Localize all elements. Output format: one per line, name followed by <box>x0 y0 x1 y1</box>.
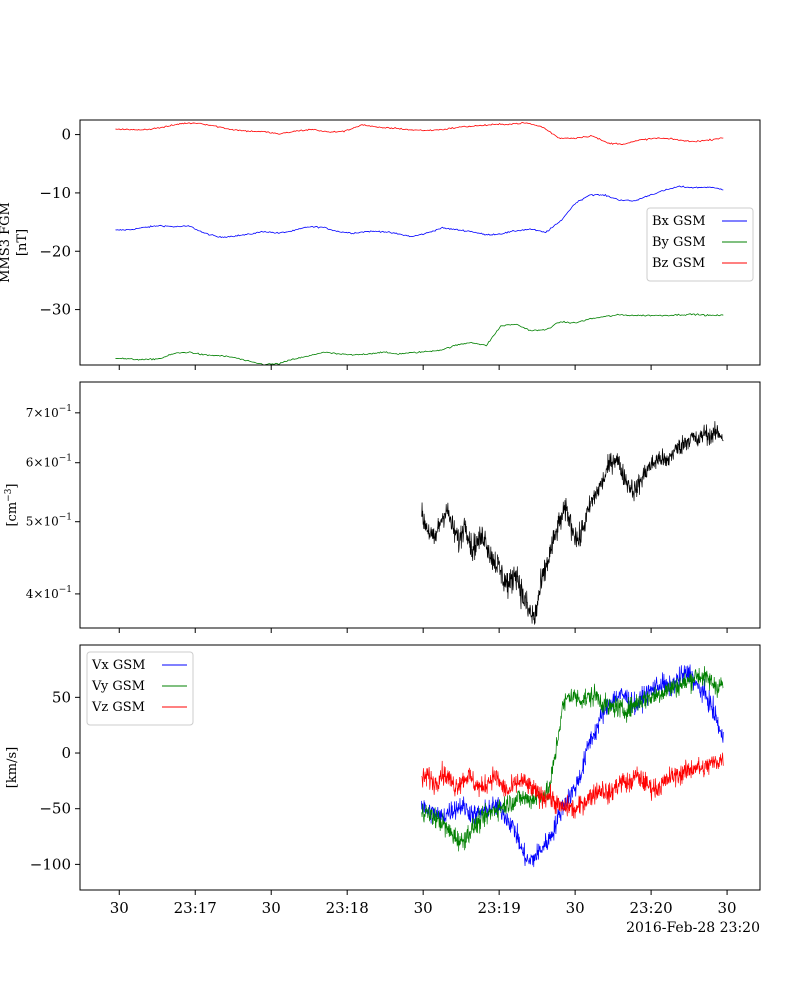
y-axis-label: [cm−3] <box>4 483 20 526</box>
x-tick-label: 23:19 <box>478 899 521 917</box>
series-line-vz-gsm <box>421 752 724 819</box>
y-axis-ticks: 0 −10 −20 −30 <box>39 126 80 319</box>
y-tick-label: −10 <box>39 184 71 202</box>
series-line-density <box>421 421 724 625</box>
x-tick-label: 23:17 <box>174 899 217 917</box>
x-tick-label: 30 <box>566 899 585 917</box>
x-tick-label: 30 <box>718 899 737 917</box>
plot-frame <box>79 644 761 891</box>
y-tick-label: −20 <box>39 242 71 260</box>
y-tick-label: 50 <box>52 688 71 706</box>
y-tick-label: −50 <box>39 800 71 818</box>
legend-label: Bx GSM <box>652 214 706 229</box>
x-tick-label: 30 <box>414 899 433 917</box>
legend-label: Vx GSM <box>91 658 145 673</box>
series-line-by-gsm <box>115 313 724 365</box>
series-line-bx-gsm <box>115 185 724 238</box>
x-axis-ticks <box>118 890 728 895</box>
legend-label: Bz GSM <box>652 256 705 271</box>
panel-velocity: 50 0 −50 −100 [km/s] Vx GSM Vy GSM Vz GSM <box>5 644 761 895</box>
series-line-vy-gsm <box>421 666 724 852</box>
y-tick-label: 6×10−1 <box>26 454 72 470</box>
series-lines <box>115 122 724 365</box>
y-axis-ticks: 4×10−1 5×10−1 6×10−1 7×10−1 <box>26 404 80 601</box>
y-axis-label: [km/s] <box>5 747 20 788</box>
x-tick-label: 23:18 <box>326 899 369 917</box>
legend-label: By GSM <box>652 235 706 250</box>
legend-label: Vz GSM <box>91 700 145 715</box>
legend-label: Vy GSM <box>91 679 145 694</box>
y-tick-label: −100 <box>30 855 71 873</box>
y-tick-label: 0 <box>61 126 71 144</box>
y-tick-label: 5×10−1 <box>26 513 72 529</box>
y-tick-label: 7×10−1 <box>26 404 72 420</box>
x-tick-label: 23:20 <box>629 899 672 917</box>
series-line-bz-gsm <box>115 122 724 145</box>
panel-density: 4×10−1 5×10−1 6×10−1 7×10−1 [cm−3] <box>4 381 761 633</box>
y-axis-ticks: 50 0 −50 −100 <box>30 688 80 873</box>
y-tick-label: 0 <box>61 744 71 762</box>
panel-magnetic-field: 0 −10 −20 −30 MMS3 FGM [nT] Bx GSM By GSM Bz … <box>0 119 761 370</box>
y-axis-label: MMS3 FGM <box>0 202 13 283</box>
x-tick-label: 30 <box>110 899 129 917</box>
plot-frame <box>79 119 761 366</box>
y-tick-label: 4×10−1 <box>26 585 72 601</box>
x-axis-ticks <box>118 628 728 633</box>
series-lines <box>421 421 724 625</box>
y-tick-label: −30 <box>39 301 71 319</box>
x-tick-label: 30 <box>262 899 281 917</box>
legend: Bx GSM By GSM Bz GSM <box>646 207 754 282</box>
x-axis-date-label: 2016-Feb-28 23:20 <box>626 920 760 936</box>
y-axis-label-unit: [nT] <box>15 229 30 256</box>
plot-frame <box>79 381 761 629</box>
series-line-vx-gsm <box>421 664 724 868</box>
legend: Vx GSM Vy GSM Vz GSM <box>86 651 194 726</box>
x-axis-ticks <box>118 365 728 370</box>
x-axis-tick-labels: 30 23:17 30 23:18 30 23:19 30 23:20 30 <box>110 899 737 917</box>
series-lines <box>421 664 724 868</box>
